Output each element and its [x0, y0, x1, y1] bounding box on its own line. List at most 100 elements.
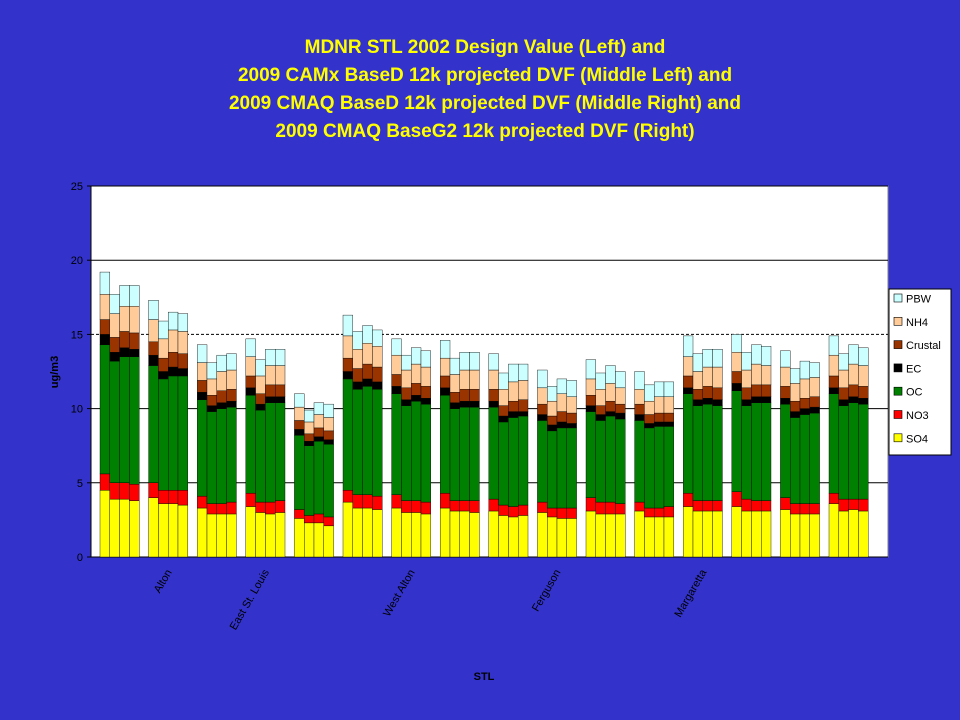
bar-segment-oc [692, 405, 704, 501]
bar-segment-pbw [644, 384, 655, 402]
bar-segment-crustal [313, 427, 325, 437]
bar-segment-no3 [109, 482, 120, 500]
bar-segment-crustal [216, 390, 227, 403]
bar-segment-pbw [741, 352, 752, 371]
bar-segment-crustal [362, 363, 373, 380]
bar-segment-so4 [196, 507, 208, 558]
bar-segment-crustal [420, 386, 432, 399]
bar-segment-no3 [498, 504, 509, 516]
bar-segment-oc [167, 375, 179, 491]
bar-segment-oc [313, 441, 325, 515]
bar-segment-oc [275, 402, 286, 501]
bar-segment-pbw [799, 360, 811, 380]
bar-segment-nh4 [488, 369, 499, 390]
bar-segment-oc [323, 444, 334, 518]
bar-segment-oc [449, 408, 461, 501]
bar-segment-oc [537, 420, 548, 503]
bar-segment-so4 [780, 509, 791, 558]
bar-segment-no3 [206, 503, 218, 515]
bar-segment-nh4 [751, 363, 762, 386]
bar-segment-no3 [129, 484, 140, 501]
bar-segment-nh4 [663, 396, 675, 414]
bar-segment-so4 [206, 513, 218, 558]
bar-segment-so4 [109, 498, 120, 558]
bar-segment-oc [809, 412, 820, 504]
bar-segment-crustal [226, 389, 237, 402]
bar-segment-no3 [644, 507, 655, 518]
bar-segment-ec [459, 400, 470, 408]
bar-segment-crustal [790, 400, 801, 412]
bar-segment-no3 [362, 494, 373, 509]
bar-segment-crustal [712, 387, 723, 400]
bar-segment-oc [265, 402, 276, 503]
legend-label-pbw: PBW [906, 294, 932, 306]
bar-segment-crustal [663, 412, 675, 423]
bar-segment-crustal [255, 393, 266, 405]
y-axis-title: ug/m3 [49, 356, 61, 388]
bar-segment-nh4 [634, 389, 645, 405]
bar-segment-nh4 [129, 306, 140, 334]
bar-segment-no3 [342, 490, 354, 503]
bar-segment-oc [566, 427, 577, 509]
bar-segment-crustal [459, 389, 470, 402]
bar-segment-so4 [585, 510, 597, 558]
bar-segment-so4 [761, 510, 772, 558]
bar-segment-ec [440, 387, 451, 396]
bar-segment-ec [634, 414, 645, 421]
bar-segment-ec [663, 421, 675, 427]
bar-segment-so4 [712, 510, 723, 558]
bar-segment-nh4 [809, 377, 820, 397]
bar-segment-crustal [158, 357, 169, 372]
bar-segment-so4 [177, 504, 189, 558]
bar-segment-nh4 [119, 306, 130, 332]
bar-segment-nh4 [683, 356, 694, 377]
bar-segment-oc [342, 378, 354, 491]
bar-segment-no3 [799, 503, 811, 515]
bar-segment-crustal [858, 386, 869, 399]
bar-segment-no3 [858, 498, 869, 512]
bar-segment-oc [216, 408, 227, 504]
bar-segment-ec [109, 352, 120, 362]
bar-segment-crustal [566, 412, 577, 424]
bar-segment-so4 [828, 503, 840, 558]
bar-segment-oc [634, 420, 645, 503]
bar-segment-so4 [99, 490, 111, 558]
bar-segment-pbw [508, 363, 519, 383]
bar-segment-ec [342, 371, 354, 380]
bar-segment-no3 [654, 507, 665, 518]
bar-segment-so4 [799, 513, 811, 558]
bar-segment-crustal [780, 386, 791, 399]
bar-segment-pbw [731, 334, 742, 353]
bar-segment-crustal [391, 374, 402, 387]
bar-segment-no3 [702, 500, 713, 512]
bar-segment-ec [683, 387, 694, 394]
bar-segment-oc [799, 414, 811, 504]
bar-segment-crustal [498, 405, 509, 417]
bar-segment-ec [654, 421, 665, 427]
bar-segment-nh4 [440, 357, 451, 377]
bar-segment-ec [809, 406, 820, 414]
bar-segment-so4 [255, 512, 266, 558]
bar-segment-ec [226, 400, 237, 408]
bar-segment-oc [255, 409, 266, 503]
bar-segment-nh4 [196, 362, 208, 381]
bar-segment-crustal [537, 403, 548, 415]
bar-segment-crustal [615, 403, 626, 414]
bar-segment-nh4 [411, 363, 422, 384]
bar-segment-no3 [547, 507, 558, 518]
bar-segment-so4 [119, 498, 130, 558]
bar-segment-oc [420, 403, 432, 503]
bar-segment-pbw [196, 344, 208, 363]
bar-segment-pbw [790, 368, 801, 384]
bar-segment-no3 [838, 498, 849, 512]
bar-segment-pbw [683, 335, 694, 357]
bar-segment-no3 [518, 504, 529, 516]
bar-segment-ec [196, 392, 208, 400]
bar-segment-nh4 [828, 354, 840, 377]
bar-segment-nh4 [449, 374, 461, 393]
bar-segment-so4 [692, 510, 704, 558]
bar-segment-ec [692, 399, 704, 406]
bar-segment-oc [99, 344, 111, 475]
bar-segment-oc [848, 402, 859, 500]
bar-segment-no3 [158, 490, 169, 504]
